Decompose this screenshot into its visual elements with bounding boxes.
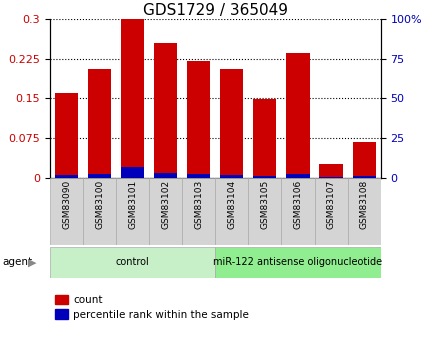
Bar [121,19,144,178]
Bar [352,176,375,178]
Bar [248,178,281,245]
Bar [253,99,276,178]
Text: GSM83103: GSM83103 [194,180,203,229]
Text: agent: agent [2,257,32,267]
Bar [347,178,380,245]
Text: control: control [115,257,149,267]
Text: GSM83090: GSM83090 [62,180,71,229]
Bar [55,175,78,178]
Bar [50,178,83,245]
Bar [281,178,314,245]
Bar [319,165,342,178]
Bar [314,178,347,245]
Text: GSM83100: GSM83100 [95,180,104,229]
Bar [286,174,309,178]
Bar [253,176,276,178]
Bar [220,175,243,178]
Bar [154,173,177,178]
Text: GSM83106: GSM83106 [293,180,302,229]
Bar [215,247,380,278]
Bar [88,69,111,178]
Bar [116,178,149,245]
Bar [149,178,182,245]
Bar [50,247,215,278]
Text: ▶: ▶ [28,257,37,267]
Legend: count, percentile rank within the sample: count, percentile rank within the sample [55,295,248,319]
Text: GSM83105: GSM83105 [260,180,269,229]
Bar [88,174,111,178]
Bar [55,93,78,178]
Bar [352,142,375,178]
Bar [215,178,248,245]
Bar [187,61,210,178]
Text: GSM83107: GSM83107 [326,180,335,229]
Bar [83,178,116,245]
Text: GSM83102: GSM83102 [161,180,170,229]
Text: miR-122 antisense oligonucleotide: miR-122 antisense oligonucleotide [213,257,381,267]
Title: GDS1729 / 365049: GDS1729 / 365049 [142,3,287,18]
Bar [182,178,215,245]
Text: GSM83101: GSM83101 [128,180,137,229]
Bar [220,69,243,178]
Bar [121,167,144,178]
Bar [286,53,309,178]
Bar [319,177,342,178]
Bar [154,43,177,178]
Text: GSM83108: GSM83108 [359,180,368,229]
Bar [187,174,210,178]
Text: GSM83104: GSM83104 [227,180,236,229]
